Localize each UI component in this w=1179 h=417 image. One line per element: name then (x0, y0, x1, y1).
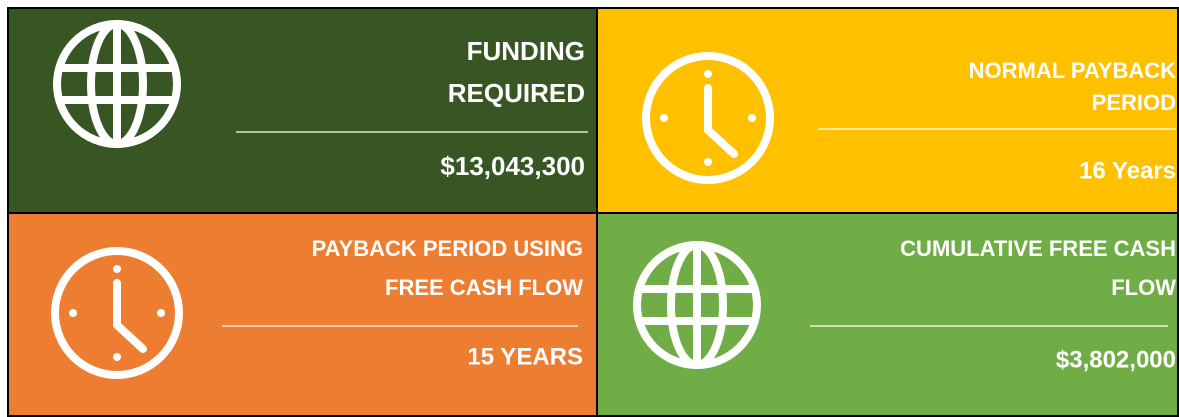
clock-icon (55, 251, 179, 375)
clock-icon (646, 56, 770, 180)
tile-title: FUNDING (467, 36, 585, 66)
tile-title: PERIOD (1092, 90, 1176, 115)
tile-title: CUMULATIVE FREE CASH (900, 236, 1176, 261)
tile-title: REQUIRED (448, 78, 585, 108)
tile-value: $13,043,300 (440, 151, 585, 181)
tile-background (7, 7, 598, 214)
tile-title: FREE CASH FLOW (385, 275, 583, 300)
tile-title: PAYBACK PERIOD USING (312, 236, 583, 261)
tile-title: FLOW (1111, 275, 1176, 300)
tile-value: 15 YEARS (467, 343, 583, 370)
tile-value: 16 Years (1079, 157, 1176, 184)
tile-title: NORMAL PAYBACK (969, 58, 1177, 83)
tile-background (7, 212, 598, 417)
tile-value: $3,802,000 (1056, 346, 1176, 373)
